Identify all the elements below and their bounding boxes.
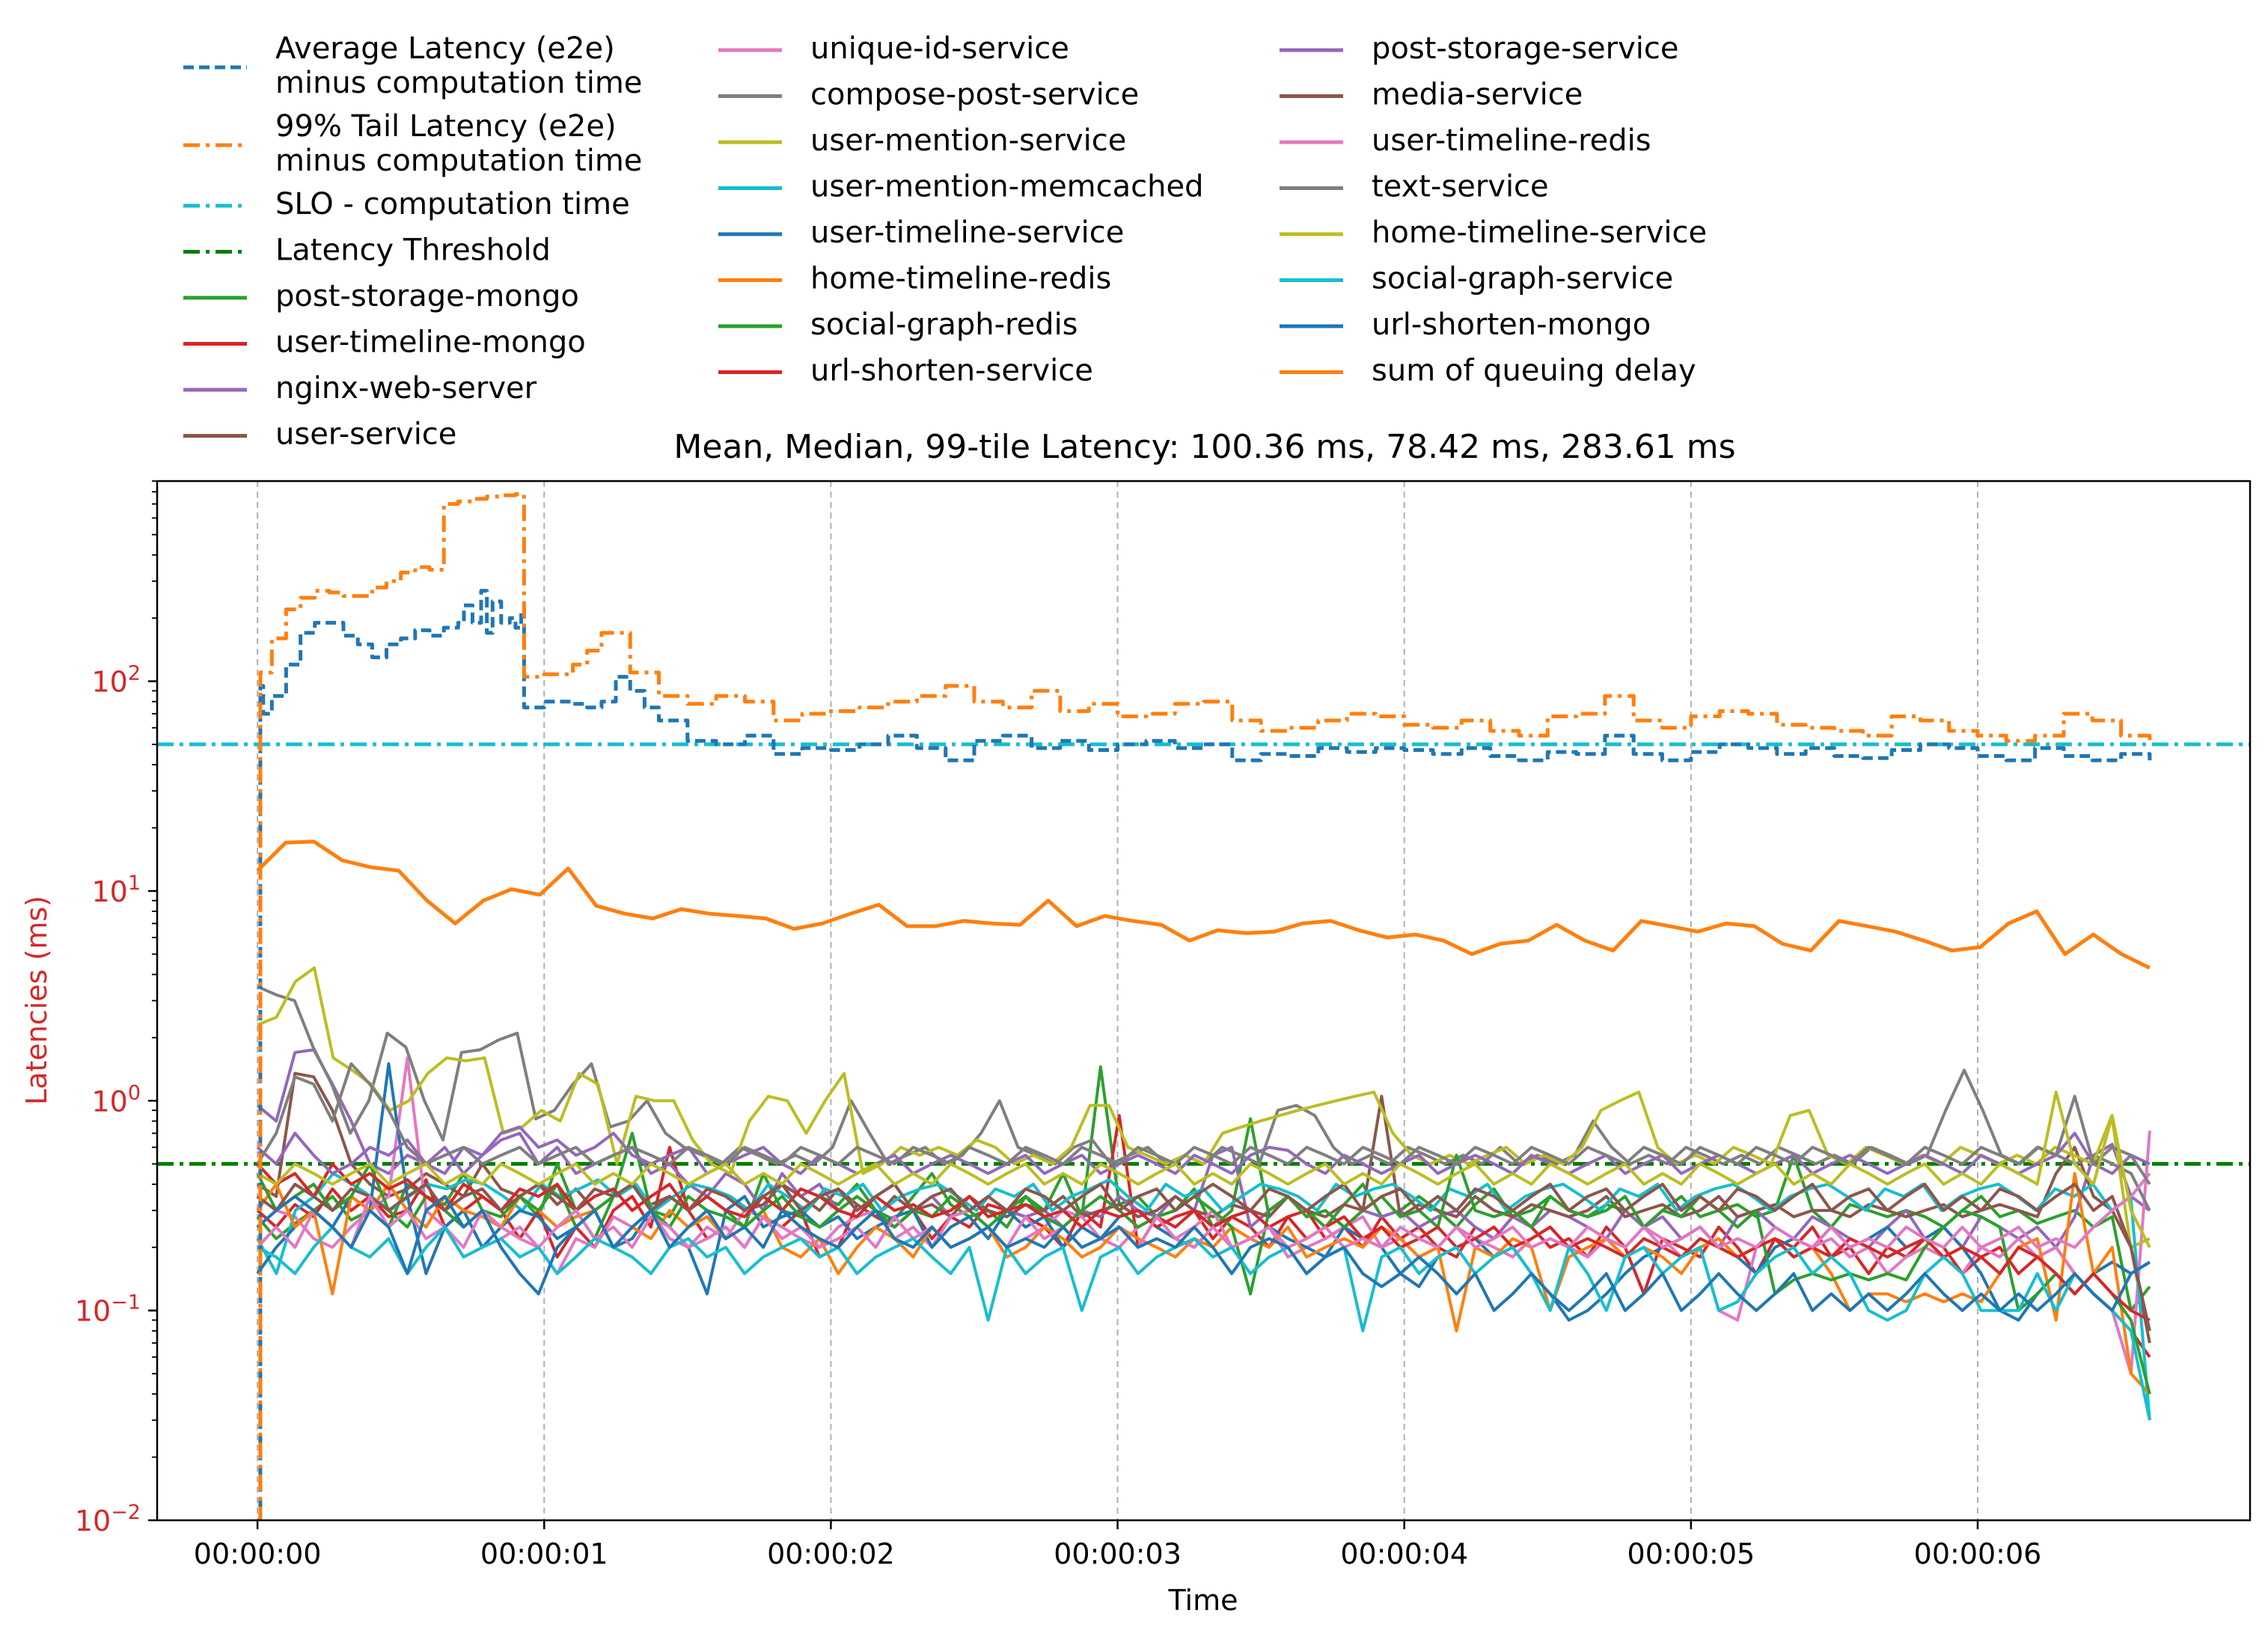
series-s19: [256, 1195, 2151, 1312]
x-axis-title: Time: [1168, 1584, 1238, 1617]
legend-label-s5: unique-id-service: [810, 31, 1069, 66]
x-tick-label-6: 00:00:06: [1914, 1537, 2042, 1570]
legend-label-thr: Latency Threshold: [275, 233, 551, 268]
x-tick-label-4: 00:00:04: [1340, 1537, 1468, 1570]
y-tick-label-3: 101: [91, 872, 141, 908]
series-s12: [256, 1162, 2151, 1322]
x-tick-label-1: 00:00:01: [480, 1537, 608, 1570]
series-s17: [257, 1090, 2151, 1249]
legend-label-s1: post-storage-mongo: [275, 279, 579, 313]
y-axis: 10−2 10−1 100 101 102: [75, 480, 157, 1537]
legend-label-s7: user-mention-service: [810, 123, 1126, 158]
series-layer: [256, 492, 2152, 1520]
series-s18: [257, 1226, 2151, 1421]
legend-label-s14: media-service: [1372, 78, 1583, 112]
legend-label-s15: user-timeline-redis: [1372, 123, 1651, 158]
series-s1: [256, 1065, 2151, 1312]
legend-label-s12: url-shorten-service: [810, 354, 1093, 388]
x-axis: 00:00:00 00:00:01 00:00:02 00:00:03 00:00:04…: [194, 1520, 2042, 1570]
legend-label-s4: user-service: [275, 417, 456, 452]
legend-label-s8: user-mention-memcached: [810, 170, 1204, 204]
y-axis-title: Latencies (ms): [20, 896, 53, 1105]
series-avg: [257, 589, 2152, 1520]
legend-label-s3: nginx-web-server: [275, 371, 537, 406]
legend-label-slo: SLO - computation time: [275, 187, 630, 221]
y-tick-label-4: 102: [91, 662, 141, 699]
series-s14: [256, 1182, 2151, 1332]
legend-label-s17: home-timeline-service: [1372, 215, 1707, 250]
chart-title: Mean, Median, 99-tile Latency: 100.36 ms…: [673, 428, 1735, 466]
x-tick-label-2: 00:00:02: [767, 1537, 895, 1570]
legend-label-p99: 99% Tail Latency (e2e) minus computation …: [275, 109, 642, 178]
legend-label-s11: social-graph-redis: [810, 307, 1078, 342]
x-tick-label-3: 00:00:03: [1054, 1537, 1182, 1570]
x-tick-label-5: 00:00:05: [1627, 1537, 1755, 1570]
series-s11: [256, 1131, 2151, 1395]
legend-label-s18: social-graph-service: [1372, 262, 1673, 296]
series-s16: [256, 1062, 2151, 1185]
legend-label-s9: user-timeline-service: [810, 215, 1124, 250]
legend-label-sum: sum of queuing delay: [1372, 354, 1696, 388]
legend-label-s10: home-timeline-redis: [810, 262, 1111, 296]
x-grid: [257, 481, 1979, 1520]
x-tick-label-0: 00:00:00: [194, 1537, 322, 1570]
legend-label-avg: Average Latency (e2e) minus computation t…: [275, 31, 642, 100]
series-p99: [257, 492, 2152, 1520]
legend: Average Latency (e2e) minus computation t…: [183, 31, 1707, 452]
legend-label-s16: text-service: [1372, 170, 1549, 204]
legend-label-s13: post-storage-service: [1372, 31, 1679, 66]
legend-label-s6: compose-post-service: [810, 78, 1139, 112]
legend-label-s19: url-shorten-mongo: [1372, 307, 1651, 342]
series-s13: [256, 1125, 2151, 1175]
y-tick-label-2: 100: [91, 1081, 141, 1118]
series-sum: [256, 839, 2151, 970]
y-tick-label-0: 10−2: [75, 1501, 141, 1537]
legend-label-s2: user-timeline-mongo: [275, 325, 586, 360]
y-tick-label-1: 10−1: [75, 1291, 141, 1328]
